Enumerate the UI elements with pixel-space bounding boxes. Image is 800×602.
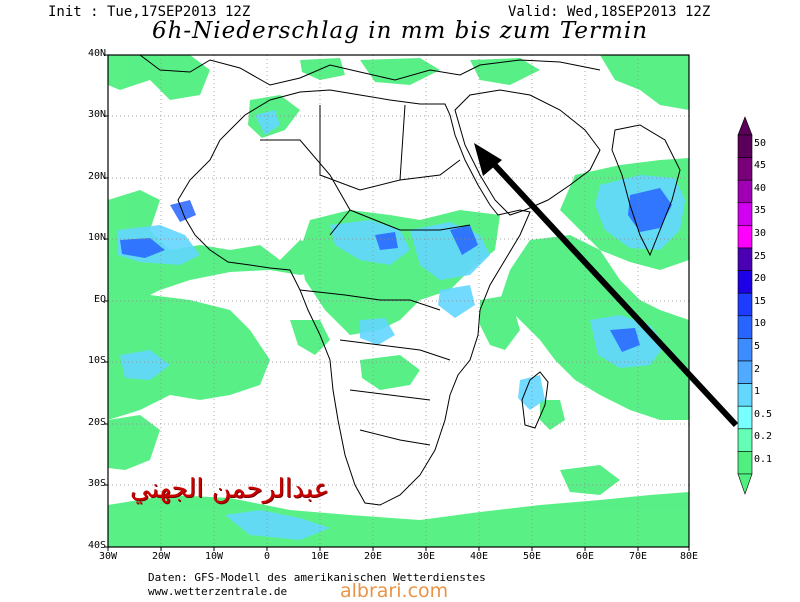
lat-label: 30N (87, 109, 106, 120)
legend-swatch (737, 202, 753, 226)
legend-label: 15 (754, 295, 767, 307)
legend-label: 40 (754, 182, 767, 194)
valid-time: Valid: Wed,18SEP2013 12Z (508, 4, 711, 20)
legend-label: 10 (754, 318, 767, 330)
legend-swatch (737, 383, 753, 407)
lat-label: 20N (87, 171, 106, 182)
lon-label: 10E (310, 551, 330, 562)
legend-label: 35 (754, 205, 767, 217)
lon-label: 70E (628, 551, 648, 562)
legend-label: 2 (754, 363, 761, 375)
legend-swatch (737, 360, 753, 384)
legend-bottom-triangle (737, 473, 753, 495)
lon-label: 30E (416, 551, 436, 562)
legend-label: 0.2 (754, 431, 773, 443)
legend-swatch (737, 428, 753, 452)
legend-label: 30 (754, 228, 767, 239)
website: www.wetterzentrale.de (148, 585, 288, 598)
legend-swatch (737, 157, 753, 181)
map-title: 6h-Niederschlag in mm bis zum Termin (151, 18, 649, 44)
precipitation-field (108, 55, 689, 547)
lat-label: 10N (87, 232, 106, 243)
legend-swatch (737, 315, 753, 339)
grid-lines (108, 55, 689, 547)
legend-swatch (737, 179, 753, 204)
lon-label: 20W (151, 551, 171, 562)
watermark: albrari.com (340, 580, 449, 602)
legend-swatch (737, 225, 753, 249)
lat-label: 40N (87, 48, 106, 59)
legend-swatch (737, 270, 753, 294)
legend-label: 0.5 (754, 408, 773, 420)
legend-swatch (737, 292, 753, 317)
lat-label: 10S (87, 355, 106, 366)
legend-label: 5 (754, 341, 761, 352)
lat-label: 20S (87, 417, 106, 428)
data-source: Daten: GFS-Modell des amerikanischen Wet… (148, 571, 486, 584)
lat-label: EQ (93, 294, 106, 305)
legend-label: 45 (754, 160, 767, 172)
legend-colorbar (737, 116, 753, 495)
lat-label: 30S (87, 478, 106, 489)
axis-ticks (104, 54, 690, 551)
lon-label: 0 (263, 551, 271, 562)
legend-top-triangle (737, 116, 753, 136)
legend-swatch (737, 134, 753, 158)
legend-swatch (737, 247, 753, 271)
lat-label: 40S (87, 540, 106, 551)
legend-label: 1 (754, 386, 761, 398)
black-arrow (474, 143, 739, 428)
lon-label: 40E (469, 551, 489, 562)
lon-label: 80E (679, 551, 699, 562)
legend-swatch (737, 405, 753, 430)
arabic-signature: عبدالرحمن الجهني (130, 474, 330, 504)
lon-label: 30W (98, 551, 118, 562)
lon-label: 10W (204, 551, 224, 562)
lon-label: 50E (522, 551, 542, 562)
legend-label: 25 (754, 250, 767, 262)
lon-label: 60E (575, 551, 595, 562)
lon-label: 20E (363, 551, 383, 562)
init-time: Init : Tue,17SEP2013 12Z (48, 4, 251, 20)
legend-label: 20 (754, 273, 767, 285)
legend-label: 0.1 (754, 454, 773, 465)
legend-swatch (737, 338, 753, 362)
legend-swatch (737, 451, 753, 475)
coastlines (139, 55, 681, 506)
legend-label: 50 (754, 137, 767, 149)
